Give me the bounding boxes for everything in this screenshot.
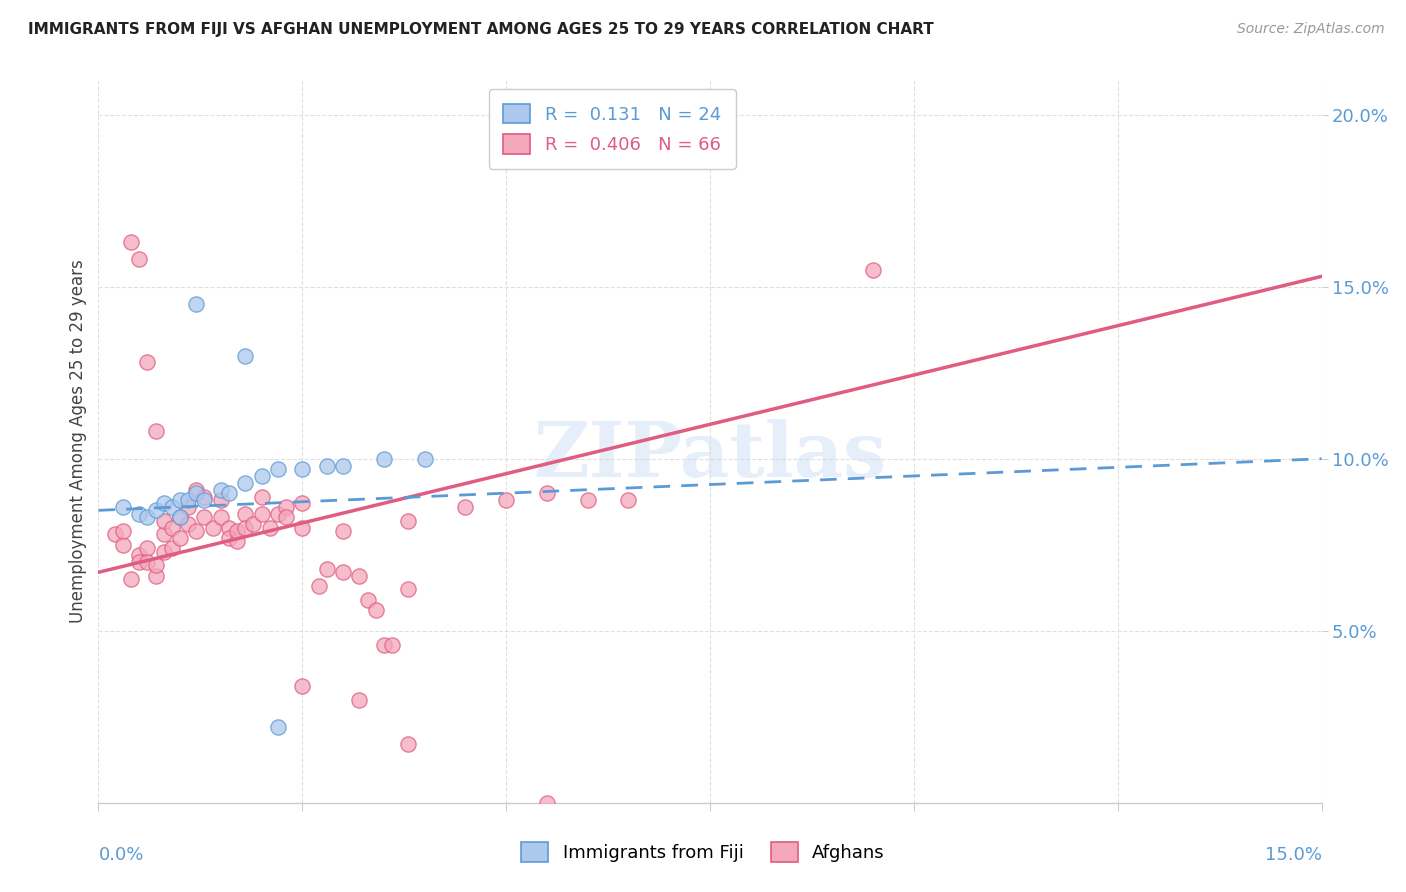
Point [315, 562, 337, 576]
Point [111, 524, 134, 538]
Point [136, 510, 159, 524]
Legend: R =  0.131   N = 24, R =  0.406   N = 66: R = 0.131 N = 24, R = 0.406 N = 66 [489, 89, 735, 169]
Point [152, 544, 174, 558]
Point [136, 555, 159, 569]
Point [267, 462, 290, 476]
Point [396, 514, 419, 528]
Point [373, 638, 395, 652]
Point [250, 490, 273, 504]
Point [111, 500, 134, 514]
Point [274, 510, 297, 524]
Point [193, 493, 215, 508]
Point [291, 679, 314, 693]
Point [209, 493, 232, 508]
Point [250, 507, 273, 521]
Point [291, 520, 314, 534]
Point [128, 548, 150, 562]
Point [218, 486, 240, 500]
Point [226, 534, 249, 549]
Text: 0.0%: 0.0% [98, 847, 143, 864]
Point [120, 235, 142, 249]
Point [145, 424, 167, 438]
Point [233, 349, 256, 363]
Point [111, 538, 134, 552]
Point [104, 527, 127, 541]
Point [136, 355, 159, 369]
Point [128, 507, 150, 521]
Point [145, 568, 167, 582]
Point [332, 566, 354, 580]
Point [617, 493, 640, 508]
Point [177, 517, 200, 532]
Point [454, 500, 477, 514]
Text: IMMIGRANTS FROM FIJI VS AFGHAN UNEMPLOYMENT AMONG AGES 25 TO 29 YEARS CORRELATIO: IMMIGRANTS FROM FIJI VS AFGHAN UNEMPLOYM… [28, 22, 934, 37]
Point [233, 520, 256, 534]
Text: ZIPatlas: ZIPatlas [533, 419, 887, 493]
Point [152, 527, 174, 541]
Point [218, 520, 240, 534]
Point [373, 451, 395, 466]
Point [226, 524, 249, 538]
Point [356, 592, 378, 607]
Text: Source: ZipAtlas.com: Source: ZipAtlas.com [1237, 22, 1385, 37]
Point [160, 541, 183, 556]
Point [186, 297, 208, 311]
Point [413, 451, 436, 466]
Point [242, 517, 264, 532]
Point [186, 524, 208, 538]
Legend: Immigrants from Fiji, Afghans: Immigrants from Fiji, Afghans [515, 835, 891, 870]
Point [332, 524, 354, 538]
Point [169, 510, 191, 524]
Point [250, 469, 273, 483]
Point [291, 462, 314, 476]
Point [381, 638, 404, 652]
Point [169, 510, 191, 524]
Point [186, 483, 208, 497]
Point [136, 541, 159, 556]
Point [209, 510, 232, 524]
Point [209, 483, 232, 497]
Point [128, 252, 150, 267]
Point [169, 531, 191, 545]
Point [259, 520, 281, 534]
Point [396, 582, 419, 597]
Point [218, 531, 240, 545]
Point [186, 486, 208, 500]
Point [349, 692, 371, 706]
Point [267, 720, 290, 734]
Point [201, 520, 224, 534]
Point [364, 603, 387, 617]
Point [120, 572, 142, 586]
Point [145, 503, 167, 517]
Point [128, 555, 150, 569]
Point [315, 458, 337, 473]
Point [160, 520, 183, 534]
Point [169, 493, 191, 508]
Point [862, 262, 884, 277]
Point [495, 493, 517, 508]
Point [274, 500, 297, 514]
Point [177, 493, 200, 508]
Point [152, 514, 174, 528]
Point [145, 558, 167, 573]
Point [152, 496, 174, 510]
Text: 15.0%: 15.0% [1264, 847, 1322, 864]
Point [233, 475, 256, 490]
Point [193, 490, 215, 504]
Point [160, 500, 183, 514]
Point [177, 500, 200, 514]
Point [233, 507, 256, 521]
Point [536, 486, 558, 500]
Point [308, 579, 330, 593]
Point [536, 796, 558, 810]
Point [349, 568, 371, 582]
Point [396, 737, 419, 751]
Point [193, 510, 215, 524]
Point [267, 507, 290, 521]
Point [576, 493, 599, 508]
Point [291, 496, 314, 510]
Point [332, 458, 354, 473]
Y-axis label: Unemployment Among Ages 25 to 29 years: Unemployment Among Ages 25 to 29 years [69, 260, 87, 624]
